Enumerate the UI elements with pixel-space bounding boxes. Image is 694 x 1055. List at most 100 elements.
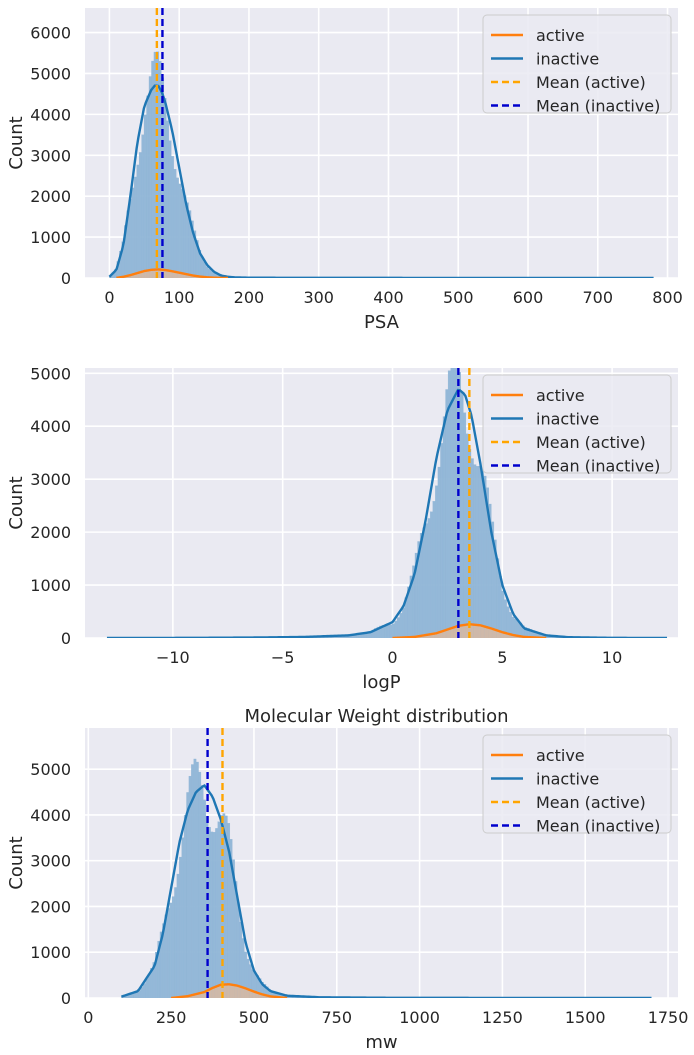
legend-box	[482, 734, 672, 834]
histogram-bar	[223, 984, 227, 998]
histogram-bar	[249, 990, 253, 998]
x-tick-label: 600	[513, 288, 544, 307]
histogram-bar	[180, 189, 184, 278]
x-tick-label: 700	[582, 288, 613, 307]
histogram-bar	[399, 613, 403, 638]
histogram-bar	[179, 856, 182, 998]
y-tick-label: 4000	[30, 105, 71, 124]
histogram-bar	[243, 988, 247, 998]
y-axis-label: Count	[6, 116, 27, 169]
chart-psa-group: 0 100 200 300 400 500 600 700 800 0 1000 2000 3000 40…	[6, 8, 683, 333]
histogram-bar	[465, 624, 470, 638]
histogram-bar	[166, 270, 170, 278]
y-tick-label: 5000	[30, 64, 71, 83]
x-tick-label: 1750	[648, 1008, 689, 1027]
histogram-bar	[496, 630, 501, 638]
x-tick-label: 500	[443, 288, 474, 307]
histogram-bar	[169, 902, 173, 998]
y-tick-label: 4000	[30, 417, 71, 436]
kde-line-inactive	[108, 84, 654, 278]
histogram-bar	[434, 633, 439, 638]
histogram-bar	[143, 114, 147, 278]
histogram-bar	[200, 785, 204, 998]
histogram-bar	[198, 771, 202, 998]
histogram-bar	[260, 994, 264, 998]
histogram-bar	[445, 389, 449, 638]
x-tick-label: 0	[104, 288, 114, 307]
histogram-bar	[480, 626, 485, 638]
legend-label: Mean (inactive)	[536, 817, 660, 836]
histogram-bar	[488, 628, 493, 638]
histogram-bar	[252, 991, 256, 998]
histogram-bar	[468, 449, 472, 638]
histogram-bar	[172, 271, 175, 278]
histogram-bar	[174, 887, 178, 998]
histogram-bar	[131, 187, 135, 278]
legend-label: active	[536, 746, 585, 765]
histogram-bar	[141, 134, 145, 278]
histogram-bar	[442, 630, 447, 638]
histogram-bar	[200, 992, 204, 998]
histogram-bar	[394, 620, 398, 638]
plot-content	[106, 368, 668, 638]
histogram-bar	[144, 270, 148, 278]
histogram-bar	[492, 629, 497, 638]
chart-logp-group: −10 −5 0 5 10 0 1000 2000 3000 4000 5000 logP Count a…	[6, 364, 678, 693]
histogram-bar	[166, 120, 169, 278]
y-tick-label: 4000	[30, 806, 71, 825]
histogram-bar	[151, 60, 155, 278]
histogram-bar	[183, 195, 187, 278]
y-axis-label: Count	[6, 836, 27, 889]
plot-content	[108, 8, 654, 278]
histogram-bar	[141, 271, 145, 278]
x-tick-label: 500	[239, 1008, 270, 1027]
histogram-bar	[135, 273, 139, 278]
histogram-bar	[147, 270, 150, 278]
x-tick-label: 1500	[565, 1008, 606, 1027]
chart-mw-group: 0 250 500 750 1000 1250 1500 1750 0 1000 2000 3000 4…	[6, 706, 688, 1053]
legend-label: Mean (inactive)	[536, 97, 660, 116]
histogram-bar	[236, 902, 240, 998]
histogram-bar	[174, 272, 178, 278]
histogram-bar	[145, 978, 149, 998]
histogram-bar	[158, 61, 162, 278]
histogram-bar	[475, 466, 479, 638]
histogram-bar	[217, 985, 221, 998]
chart-title: Molecular Weight distribution	[244, 706, 508, 727]
histogram-bar	[500, 632, 504, 638]
histogram-bar	[503, 633, 508, 638]
legend-box	[482, 14, 672, 114]
histogram-bar	[465, 433, 469, 638]
x-tick-label: −10	[156, 648, 190, 667]
histogram-bar	[258, 993, 261, 998]
histogram-bar	[453, 626, 458, 638]
histogram-bar	[152, 269, 156, 278]
y-tick-label: 2000	[30, 897, 71, 916]
x-tick-label: 10	[602, 648, 622, 667]
y-tick-label: 3000	[30, 470, 71, 489]
y-tick-label: 0	[61, 629, 71, 648]
histogram-bar	[461, 625, 466, 638]
kde-line-active	[116, 268, 229, 278]
legend-label: Mean (active)	[536, 73, 646, 92]
x-axis-label: mw	[365, 1032, 397, 1053]
histogram-bar	[463, 412, 467, 638]
legend-box	[482, 374, 672, 474]
histogram-bar	[255, 992, 259, 998]
histogram-bar	[149, 269, 153, 278]
legend: active inactive Mean (active) Mean (inactiv…	[482, 14, 672, 116]
x-tick-label: 1250	[482, 1008, 523, 1027]
histogram-bar	[435, 485, 439, 638]
histogram-bar	[386, 624, 390, 638]
x-tick-label: 250	[156, 1008, 187, 1027]
histogram-bar	[214, 986, 218, 998]
legend-label: inactive	[536, 50, 599, 69]
legend-label: Mean (inactive)	[536, 457, 660, 476]
histogram-bar	[246, 989, 250, 998]
histogram-bar	[440, 443, 444, 638]
histogram-bar	[140, 987, 144, 998]
histogram-bar	[210, 831, 214, 998]
x-tick-label: 750	[322, 1008, 353, 1027]
histogram-bars-active	[171, 984, 288, 998]
histogram-bar	[135, 992, 139, 998]
